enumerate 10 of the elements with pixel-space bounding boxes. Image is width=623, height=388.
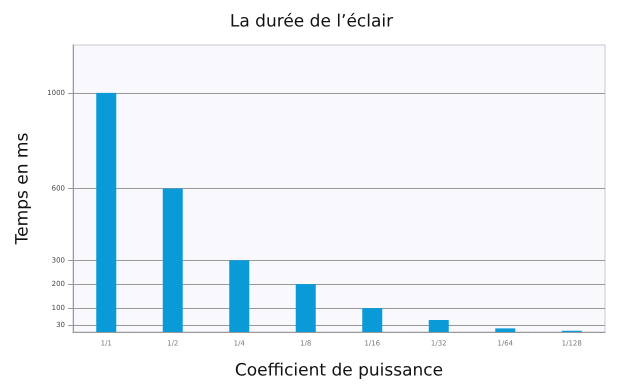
x-axis-title: Coefficient de puissance [234,360,444,380]
bar [495,328,516,332]
bar [96,92,116,332]
bar [229,260,250,332]
bar [296,284,316,332]
bar [362,308,382,332]
bar [428,320,449,332]
y-axis-title: Temps en ms [12,132,32,246]
chart-title: La durée de l’éclair [230,12,394,32]
bar [162,188,183,332]
